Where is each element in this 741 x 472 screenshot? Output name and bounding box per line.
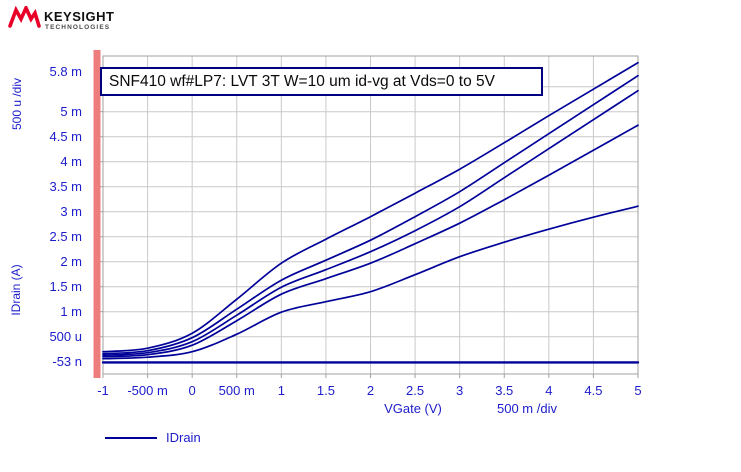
y-tick-label: 1.5 m [49,279,82,295]
grid-lines [103,56,638,374]
x-tick-label: 2 [366,383,375,398]
plot-title: SNF410 wf#LP7: LVT 3T W=10 um id-vg at V… [109,72,495,90]
x-tick-label: 4.5 [584,383,603,398]
x-axis-name-label: VGate (V) [384,401,442,416]
logo-keysight-text: KEYSIGHT [44,9,115,24]
y-tick-label: 1 m [60,304,82,320]
y-tick-label: 3 m [60,204,82,220]
y-tick-label: 3.5 m [49,179,82,195]
y-tick-label: 2.5 m [49,229,82,245]
logo-technologies-text: TECHNOLOGIES [45,24,111,31]
idrain-curve-vds-5v [102,61,639,353]
idrain-curve-vds-4v [102,74,639,355]
y-axis-accent-bar [93,50,101,378]
x-tick-label: -500 m [127,383,168,398]
plot-annotation-box: SNF410 wf#LP7: LVT 3T W=10 um id-vg at V… [100,67,543,96]
x-tick-label: 1 [277,383,285,398]
y-tick-label: 4 m [60,154,82,170]
keysight-spark-icon [8,6,41,28]
x-tick-label: 4 [545,383,553,398]
legend-series-label: IDrain [166,430,201,445]
y-tick-label: 5 m [60,104,82,120]
y-tick-label: 4.5 m [49,129,82,145]
legend-line-swatch [105,437,157,439]
y-tick-label: -53 n [52,354,82,370]
y-tick-label: 5.8 m [49,64,82,80]
x-tick-label: 1.5 [316,383,335,398]
x-tick-label: 500 m [218,383,255,398]
idrain-curve-vds-1v [102,205,639,360]
axis-tick-marks [100,86,639,378]
x-tick-label: 0 [188,383,196,398]
idrain-curve-vds-3v [102,89,639,357]
x-tick-label: 2.5 [406,383,425,398]
y-tick-label: 500 u [49,329,82,345]
x-tick-label: -1 [97,383,109,398]
x-tick-label: 3.5 [495,383,514,398]
x-axis-scale-per-div-label: 500 m /div [497,401,557,416]
x-tick-label: 3 [456,383,464,398]
idrain-curve-vds-2v [102,124,639,358]
y-tick-label: 2 m [60,254,82,270]
x-tick-label: 5 [634,383,642,398]
plot-border [102,55,639,375]
